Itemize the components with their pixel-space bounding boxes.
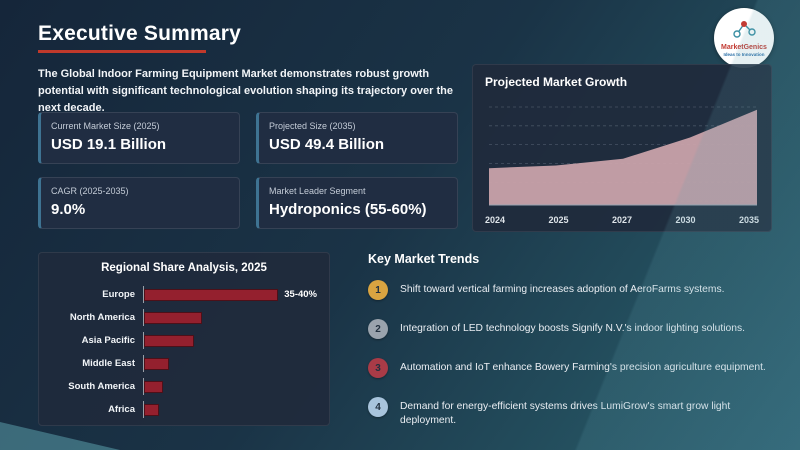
x-tick-label: 2030 xyxy=(675,215,696,225)
bar-fill xyxy=(144,311,202,324)
bar-track xyxy=(143,309,317,326)
bar-category-label: Middle East xyxy=(82,358,135,369)
stat-card-label: Projected Size (2035) xyxy=(269,121,356,131)
trend-item: 4 Demand for energy-efficient systems dr… xyxy=(368,397,780,428)
bar-category-label: North America xyxy=(69,312,135,323)
trend-text: Integration of LED technology boosts Sig… xyxy=(400,323,746,334)
bar-fill xyxy=(144,288,279,301)
trend-number-badge: 3 xyxy=(368,358,388,378)
x-tick-label: 2024 xyxy=(485,215,506,225)
x-tick-label: 2035 xyxy=(738,215,759,225)
stat-card-label: Market Leader Segment xyxy=(269,186,366,196)
bar-fill xyxy=(144,334,194,347)
key-trends-section: Key Market Trends 1 Shift toward vertica… xyxy=(368,252,780,447)
growth-chart-title: Projected Market Growth xyxy=(485,75,628,89)
company-logo: MarketGenics Ideas to Innovation xyxy=(714,8,774,68)
bar-category-label: Asia Pacific xyxy=(81,335,135,346)
regional-bars: Europe 35-40% North America Asia Pacific Mid… xyxy=(51,286,317,418)
bar-track xyxy=(143,378,317,395)
bar-row: Europe 35-40% xyxy=(51,286,317,303)
trends-title: Key Market Trends xyxy=(368,252,480,266)
logo-tagline: Ideas to Innovation xyxy=(723,51,765,57)
bar-value-annotation: 35-40% xyxy=(284,289,317,300)
bar-track xyxy=(143,401,317,418)
page-title: Executive Summary xyxy=(38,22,242,45)
stat-card-cagr: CAGR (2025-2035) 9.0% xyxy=(38,177,240,229)
trend-text: Demand for energy-efficient systems driv… xyxy=(400,401,731,426)
stat-card-label: Current Market Size (2025) xyxy=(51,121,160,131)
bar-fill xyxy=(144,403,160,416)
projected-growth-panel: Projected Market Growth 2024 2025 2027 2030… xyxy=(472,64,772,232)
regional-chart-title: Regional Share Analysis, 2025 xyxy=(101,262,267,274)
trend-text: Shift toward vertical farming increases … xyxy=(400,284,725,295)
corner-decoration xyxy=(0,422,120,450)
logo-name: MarketGenics xyxy=(721,44,767,52)
trend-text: Automation and IoT enhance Bowery Farmin… xyxy=(400,362,766,373)
stat-card-value: USD 19.1 Billion xyxy=(51,136,167,153)
stat-card-label: CAGR (2025-2035) xyxy=(51,186,129,196)
title-accent-bar xyxy=(38,50,206,53)
logo-molecule-icon xyxy=(731,19,757,44)
bar-row: South America xyxy=(51,378,317,395)
trend-item: 2 Integration of LED technology boosts S… xyxy=(368,319,780,339)
trend-number-badge: 1 xyxy=(368,280,388,300)
bar-fill xyxy=(144,380,164,393)
bar-track: 35-40% xyxy=(143,286,317,303)
bar-track xyxy=(143,332,317,349)
bar-row: Africa xyxy=(51,401,317,418)
bar-category-label: Europe xyxy=(102,289,135,300)
stat-card-current-size: Current Market Size (2025) USD 19.1 Bill… xyxy=(38,112,240,164)
stat-card-value: USD 49.4 Billion xyxy=(269,136,385,153)
x-tick-label: 2025 xyxy=(548,215,569,225)
growth-x-axis-labels: 2024 2025 2027 2030 2035 xyxy=(485,213,759,225)
regional-share-panel: Regional Share Analysis, 2025 Europe 35-4… xyxy=(38,252,330,426)
trend-number-badge: 2 xyxy=(368,319,388,339)
bar-track xyxy=(143,355,317,372)
bar-row: Asia Pacific xyxy=(51,332,317,349)
stat-cards-grid: Current Market Size (2025) USD 19.1 Bill… xyxy=(38,112,458,229)
x-tick-label: 2027 xyxy=(611,215,632,225)
bar-fill xyxy=(144,357,169,370)
trend-number-badge: 4 xyxy=(368,397,388,417)
stat-card-projected-size: Projected Size (2035) USD 49.4 Billion xyxy=(256,112,458,164)
bar-category-label: Africa xyxy=(108,404,135,415)
bar-row: Middle East xyxy=(51,355,317,372)
bar-category-label: South America xyxy=(68,381,135,392)
growth-area-chart xyxy=(489,106,757,206)
trend-item: 3 Automation and IoT enhance Bowery Farm… xyxy=(368,358,780,378)
intro-paragraph: The Global Indoor Farming Equipment Mark… xyxy=(38,68,453,115)
stat-card-value: Hydroponics (55-60%) xyxy=(269,201,427,218)
stat-card-value: 9.0% xyxy=(51,201,86,218)
trend-item: 1 Shift toward vertical farming increase… xyxy=(368,280,780,300)
bar-row: North America xyxy=(51,309,317,326)
stat-card-leader-segment: Market Leader Segment Hydroponics (55-60… xyxy=(256,177,458,229)
